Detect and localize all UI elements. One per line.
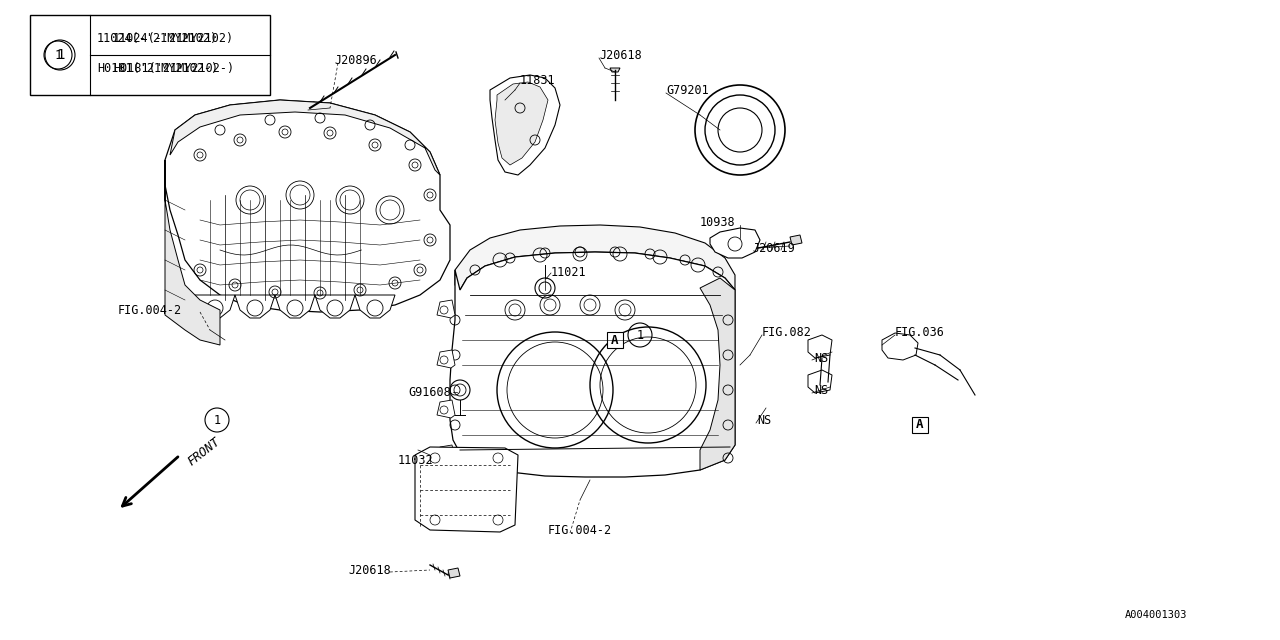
Text: FRONT: FRONT [186, 435, 223, 468]
Polygon shape [236, 295, 275, 318]
Text: 11831: 11831 [520, 74, 556, 86]
Polygon shape [710, 228, 760, 258]
Text: 11024(-'21MY2102): 11024(-'21MY2102) [97, 31, 218, 45]
Bar [913, 417, 928, 433]
Polygon shape [454, 225, 735, 290]
Polygon shape [700, 278, 735, 470]
Bar [29, 15, 270, 95]
Polygon shape [882, 333, 918, 360]
Text: A: A [916, 419, 924, 431]
Text: 1: 1 [636, 328, 644, 342]
Polygon shape [808, 335, 832, 358]
Polygon shape [355, 295, 396, 318]
Polygon shape [275, 295, 315, 318]
Polygon shape [170, 100, 440, 175]
Polygon shape [448, 568, 460, 578]
Bar [607, 332, 623, 348]
Polygon shape [165, 100, 451, 312]
Text: G91608: G91608 [408, 385, 451, 399]
Polygon shape [436, 300, 454, 318]
Polygon shape [611, 68, 620, 72]
Polygon shape [490, 75, 561, 175]
Polygon shape [808, 370, 832, 393]
Text: J20618: J20618 [599, 49, 641, 61]
Text: NS: NS [814, 351, 828, 365]
Text: A: A [612, 333, 618, 346]
Text: 11021: 11021 [550, 266, 586, 278]
Text: J20619: J20619 [753, 241, 795, 255]
Polygon shape [451, 252, 735, 477]
Polygon shape [436, 350, 454, 368]
Polygon shape [790, 235, 803, 245]
Text: 11024(-'21MY2102): 11024(-'21MY2102) [113, 31, 234, 45]
Text: FIG.004-2: FIG.004-2 [118, 303, 182, 317]
Text: A004001303: A004001303 [1125, 610, 1188, 620]
Text: 1: 1 [54, 49, 61, 61]
Polygon shape [436, 400, 454, 418]
Polygon shape [495, 82, 548, 165]
Text: H0181('21MY2102-): H0181('21MY2102-) [113, 61, 234, 74]
Text: G79201: G79201 [666, 83, 709, 97]
Text: J20618: J20618 [348, 563, 390, 577]
Text: 1: 1 [214, 413, 220, 426]
Polygon shape [195, 295, 236, 318]
Text: FIG.036: FIG.036 [895, 326, 945, 339]
Text: FIG.082: FIG.082 [762, 326, 812, 339]
Text: 10938: 10938 [700, 216, 736, 228]
Text: NS: NS [814, 383, 828, 397]
Polygon shape [315, 295, 355, 318]
Polygon shape [415, 447, 518, 532]
Polygon shape [308, 102, 317, 112]
Polygon shape [165, 160, 220, 345]
Text: 1: 1 [56, 48, 64, 62]
Text: H0181('21MY2102-): H0181('21MY2102-) [97, 61, 218, 74]
Text: J20896: J20896 [334, 54, 376, 67]
Text: FIG.004-2: FIG.004-2 [548, 524, 612, 536]
Text: 11032: 11032 [398, 454, 434, 467]
Text: NS: NS [756, 413, 772, 426]
Polygon shape [436, 445, 454, 463]
